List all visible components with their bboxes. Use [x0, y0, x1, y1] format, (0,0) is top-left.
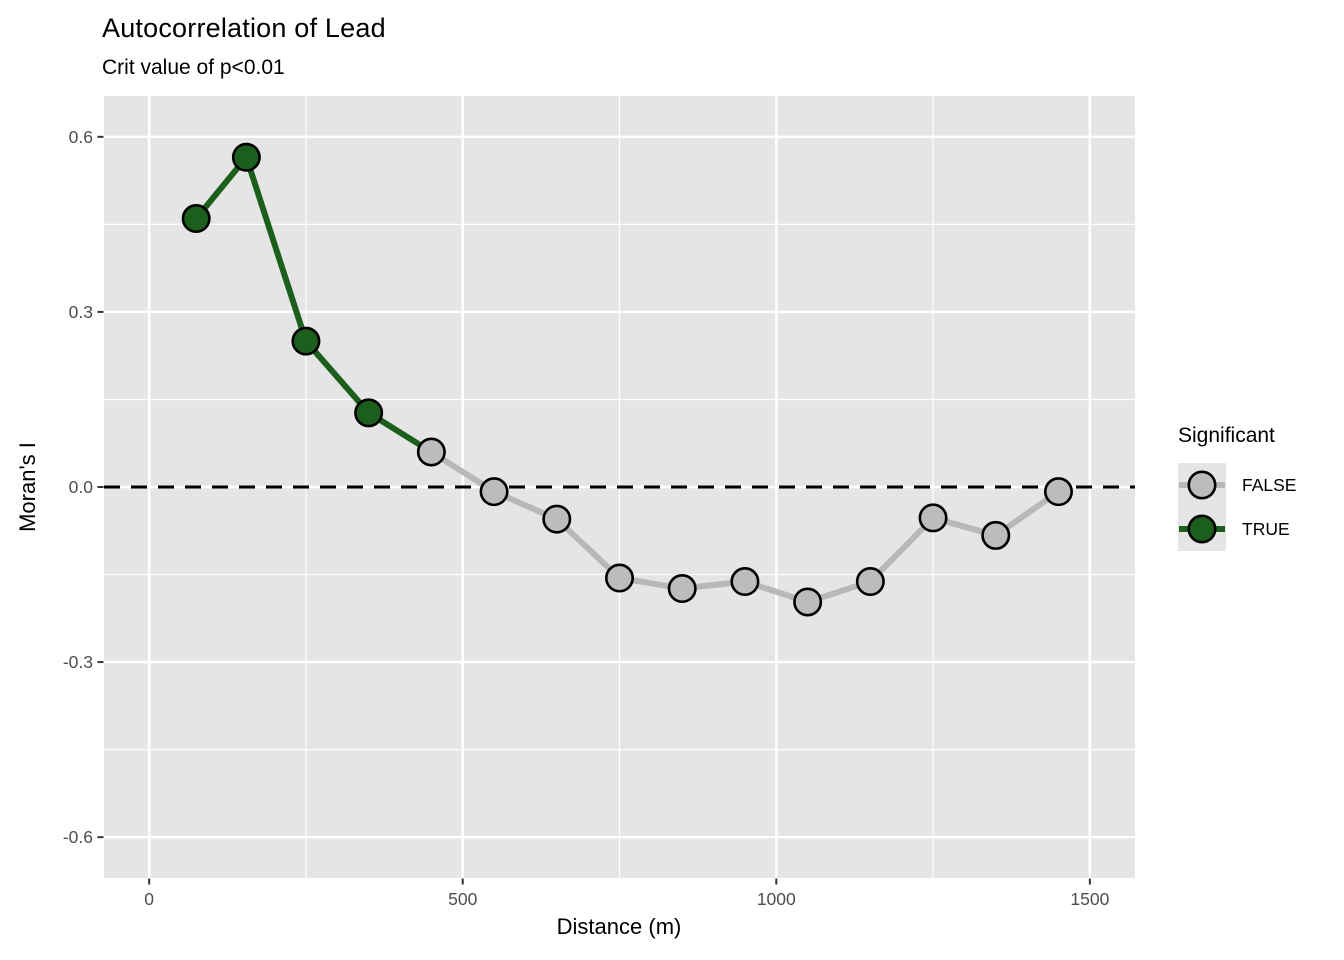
series-line-segment — [302, 338, 372, 416]
series-line-segment — [243, 154, 309, 345]
data-point — [981, 520, 1011, 550]
y-tick-label: 0.0 — [69, 477, 94, 497]
legend-key — [1178, 507, 1226, 551]
x-tick-label: 500 — [448, 889, 477, 909]
x-tick-label: 1000 — [757, 889, 796, 909]
legend-label: FALSE — [1242, 474, 1297, 495]
data-point — [416, 437, 446, 467]
series-line-segment — [867, 514, 937, 585]
data-point — [855, 567, 885, 597]
legend: Significant FALSE TRUE — [1178, 424, 1338, 551]
data-point — [291, 326, 321, 356]
legend-row: TRUE — [1178, 507, 1338, 551]
legend-true-point-icon — [1179, 514, 1225, 544]
data-point — [604, 563, 634, 593]
legend-key-point — [1187, 470, 1217, 500]
legend-title: Significant — [1178, 424, 1275, 447]
data-point — [479, 477, 509, 507]
legend-key-point — [1187, 514, 1217, 544]
legend-label: TRUE — [1242, 518, 1290, 539]
data-point — [354, 398, 384, 428]
y-tick-label: 0.6 — [69, 127, 93, 147]
data-point — [730, 567, 760, 597]
y-tick-label: -0.3 — [63, 652, 93, 672]
data-point — [181, 204, 211, 234]
data-point — [542, 504, 572, 534]
x-tick-label: 1500 — [1070, 889, 1109, 909]
data-point — [1043, 477, 1073, 507]
x-axis-title: Distance (m) — [556, 914, 682, 939]
legend-false-point-icon — [1179, 470, 1225, 500]
legend-key — [1178, 463, 1226, 507]
legend-entries: FALSE TRUE — [1178, 463, 1338, 551]
data-point — [667, 574, 697, 604]
y-axis-title: Moran's I — [15, 442, 40, 532]
data-point — [793, 587, 823, 617]
y-tick-label: 0.3 — [69, 302, 93, 322]
data-point — [231, 142, 261, 172]
chart-subtitle: Crit value of p<0.01 — [102, 56, 285, 79]
legend-row: FALSE — [1178, 463, 1338, 507]
chart-title: Autocorrelation of Lead — [102, 13, 386, 43]
data-point — [918, 503, 948, 533]
y-tick-label: -0.6 — [63, 827, 93, 847]
x-tick-label: 0 — [144, 889, 154, 909]
